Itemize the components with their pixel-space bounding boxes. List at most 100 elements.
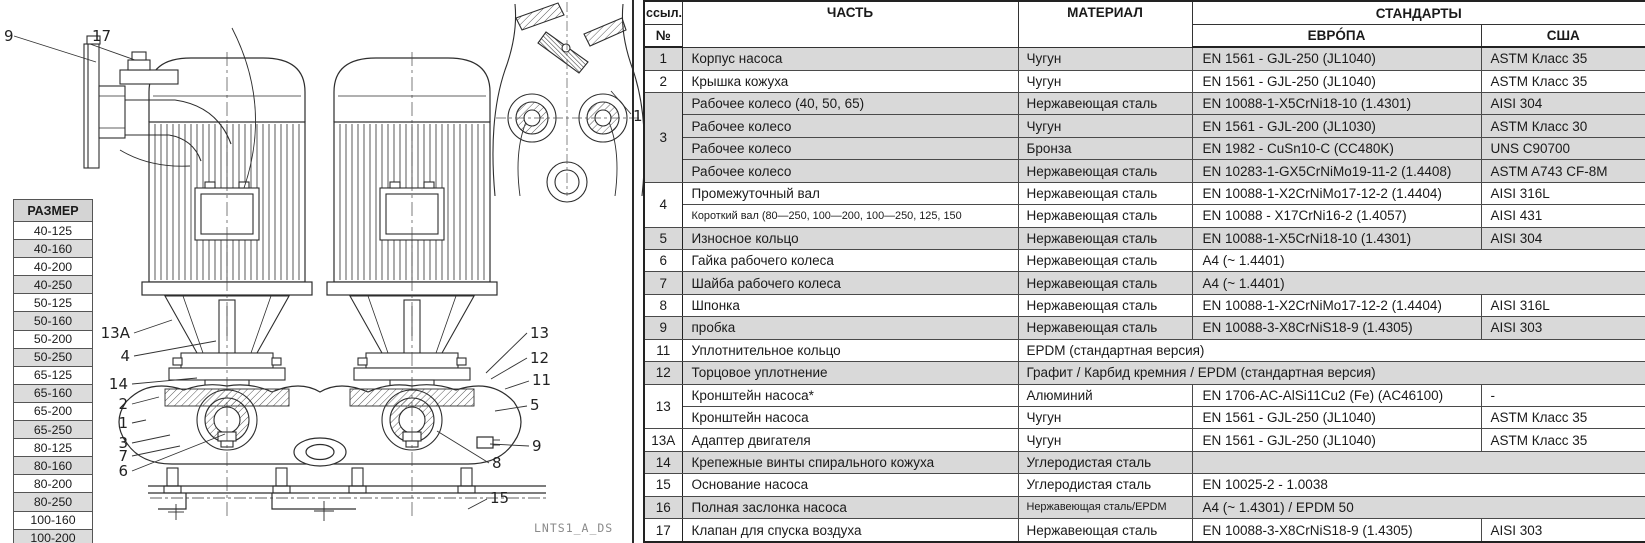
- standard-europe: EN 10088-1-X2CrNiMo17-12-2 (1.4404): [1191, 181, 1482, 206]
- size-value: 80-125: [13, 438, 93, 458]
- material: Нержавеющая сталь: [1017, 293, 1193, 318]
- standard-europe: EN 1982 - CuSn10-C (CC480K): [1191, 136, 1482, 161]
- material: Алюминий: [1017, 383, 1193, 407]
- material: Нержавеющая сталь: [1017, 226, 1193, 251]
- material: Графит / Карбид кремния / EPDM (стандарт…: [1017, 361, 1645, 385]
- size-table: РАЗМЕР 40-125 40-160 40-200 40-250 50-125 50-…: [13, 199, 93, 543]
- standard-europe: EN 10025-2 - 1.0038: [1191, 473, 1645, 497]
- material: EPDM (стандартная версия): [1017, 338, 1645, 363]
- part-name: Кронштейн насоса*: [681, 383, 1019, 407]
- ref-number: 13A: [643, 428, 683, 452]
- standard-usa: AISI 304: [1480, 226, 1645, 251]
- part-name: Шпонка: [681, 293, 1019, 318]
- size-row: 65-200: [13, 401, 93, 422]
- ref-number: 2: [643, 69, 683, 94]
- standard-europe: EN 1561 - GJL-250 (JL1040): [1191, 69, 1482, 94]
- parts-table-row: Короткий вал (80—250, 100—200, 100—250, …: [644, 204, 1645, 228]
- parts-table-row: 2 Крышка кожуха Чугун EN 1561 - GJL-250 (JL…: [643, 69, 1645, 94]
- standard-europe: A4 (~ 1.4301) / EPDM 50: [1191, 495, 1645, 520]
- size-row: 40-250: [13, 275, 93, 295]
- document-code: LNTS1_A_DS: [534, 521, 614, 535]
- standard-usa: AISI 316L: [1480, 293, 1645, 318]
- callout-label: 12: [530, 349, 549, 367]
- volute-casing: [118, 384, 522, 467]
- callout-label: 4: [120, 347, 130, 365]
- part-name: Рабочее колесо: [681, 159, 1019, 183]
- ref-number: 12: [643, 361, 683, 385]
- size-value: 100-200: [13, 528, 93, 543]
- standard-europe: A4 (~ 1.4401): [1191, 248, 1645, 273]
- ref-number: 17: [643, 518, 683, 543]
- material: Чугун: [1017, 69, 1193, 94]
- header-material: МАТЕРИАЛ: [1017, 0, 1193, 48]
- material: Углеродистая сталь: [1017, 473, 1193, 497]
- header-usa: США: [1480, 24, 1645, 48]
- parts-table-row: 11 Уплотнительное кольцо EPDM (стандартная…: [643, 338, 1645, 363]
- callout-label: 8: [492, 454, 502, 472]
- suction-flange-detail: [83, 27, 256, 189]
- material: Нержавеющая сталь: [1017, 316, 1193, 340]
- parts-table-row: 16 Полная заслонка насоса Нержавеющая стал…: [643, 495, 1645, 520]
- part-name: Износное кольцо: [681, 226, 1019, 251]
- ref-number: 1: [643, 46, 683, 71]
- parts-table-row: Кронштейн насоса Чугун EN 1561 - GJL-250 (…: [644, 405, 1645, 430]
- part-name: Основание насоса: [681, 473, 1019, 497]
- size-row: 80-125: [13, 438, 93, 458]
- parts-table-row: Рабочее колесо Бронза EN 1982 - CuSn10-C (…: [644, 136, 1645, 161]
- parts-table-row: 7 Шайба рабочего колеса Нержавеющая сталь A…: [643, 271, 1645, 295]
- volute-cross-section-detail: [492, 2, 645, 203]
- part-name: Крышка кожуха: [681, 69, 1019, 94]
- pump-baseplate: [148, 485, 548, 521]
- material: Чугун: [1017, 114, 1193, 138]
- callout-labels: 91713A414213761312115981516: [4, 27, 645, 507]
- ref-number: 16: [643, 495, 683, 520]
- standard-europe: EN 1561 - GJL-250 (JL1040): [1191, 46, 1482, 71]
- size-value: 50-160: [13, 311, 93, 331]
- standard-europe: EN 1561 - GJL-250 (JL1040): [1191, 405, 1482, 430]
- size-row: 40-160: [13, 239, 93, 259]
- parts-table-row: Рабочее колесо Нержавеющая сталь EN 10283-…: [644, 159, 1645, 183]
- size-value: 40-250: [13, 275, 93, 295]
- standard-usa: ASTM Класс 35: [1480, 428, 1645, 452]
- header-europe: ЕВРÓПА: [1191, 24, 1482, 48]
- part-name: Рабочее колесо: [681, 136, 1019, 161]
- part-name: Рабочее колесо: [681, 114, 1019, 138]
- header-ref-no: №: [643, 24, 683, 48]
- parts-table-row: 13A Адаптер двигателя Чугун EN 1561 - GJL-2…: [643, 428, 1645, 452]
- callout-label: 14: [109, 375, 128, 393]
- material: Нержавеющая сталь: [1017, 248, 1193, 273]
- standard-usa: ASTM Класс 35: [1480, 46, 1645, 71]
- size-value: 80-160: [13, 456, 93, 476]
- callout-label: 1: [118, 414, 128, 432]
- size-value: 80-250: [13, 492, 93, 512]
- size-value: 50-125: [13, 293, 93, 313]
- callout-label: 7: [118, 447, 128, 465]
- ref-number: 7: [643, 271, 683, 295]
- standard-europe: EN 10283-1-GX5CrNiMo19-11-2 (1.4408): [1191, 159, 1482, 183]
- ref-number: 4: [643, 181, 683, 228]
- parts-table-row: 13 Кронштейн насоса* Алюминий EN 1706-AC-Al…: [643, 383, 1645, 430]
- terminal-boxes: [194, 181, 445, 241]
- size-value: 65-200: [13, 401, 93, 422]
- part-name: Рабочее колесо (40, 50, 65): [681, 92, 1019, 116]
- size-row: 80-250: [13, 492, 93, 512]
- ref-number: 15: [643, 473, 683, 497]
- part-name: Адаптер двигателя: [681, 428, 1019, 452]
- material: Чугун: [1017, 405, 1193, 430]
- header-ref: ссыл.: [643, 0, 683, 25]
- standard-europe: EN 1706-AC-AlSi11Cu2 (Fe) (AC46100): [1191, 383, 1482, 407]
- standard-usa: AISI 316L: [1480, 181, 1645, 206]
- size-value: 50-250: [13, 347, 93, 367]
- part-name: Корпус насоса: [681, 46, 1019, 71]
- standard-usa: ASTM Класс 35: [1480, 405, 1645, 430]
- part-name: Торцовое уплотнение: [681, 361, 1019, 385]
- material: Нержавеющая сталь: [1017, 92, 1193, 116]
- size-row: 65-125: [13, 365, 93, 385]
- pump-technical-drawing: 91713A414213761312115981516: [4, 2, 645, 521]
- size-row: 80-200: [13, 474, 93, 494]
- standard-usa: AISI 304: [1480, 92, 1645, 116]
- callout-label: 2: [118, 395, 128, 413]
- standard-usa: UNS C90700: [1480, 136, 1645, 161]
- ref-number: 3: [643, 92, 683, 183]
